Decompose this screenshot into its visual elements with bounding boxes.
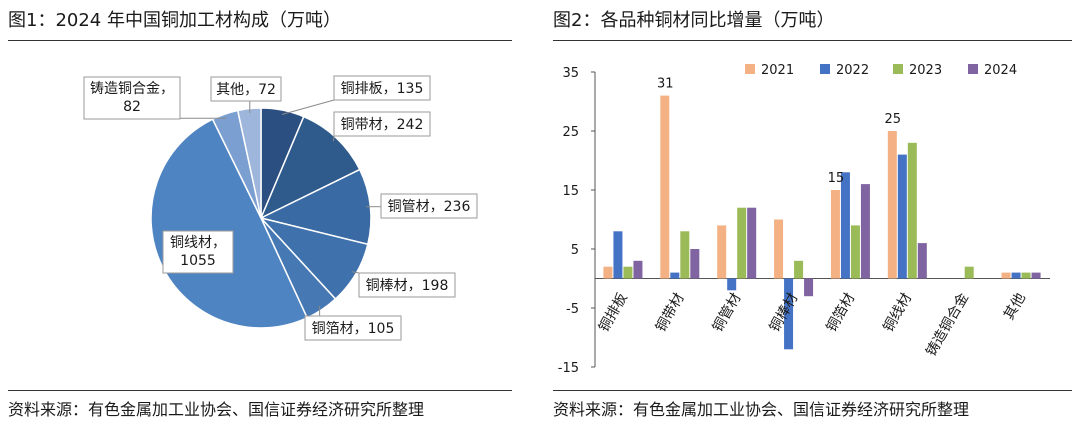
bar-chart-title: 图2：各品种铜材同比增量（万吨） bbox=[553, 10, 835, 31]
bar-铜棒材-2022 bbox=[784, 278, 794, 350]
category-label-4: 铜箔材 bbox=[824, 291, 859, 335]
bottom-divider bbox=[553, 390, 1072, 391]
left-panel: 图1：2024 年中国铜加工材构成（万吨） 铜排板，135 铜带材，242 铜管材，… bbox=[0, 0, 520, 425]
pie-label-2: 铜管材，236 bbox=[388, 199, 471, 215]
pie-label-3: 铜棒材，198 bbox=[366, 278, 449, 294]
bar-铸造铜合金-2023 bbox=[964, 266, 974, 279]
pie-label-5-line-0: 铜线材， bbox=[170, 235, 226, 251]
bar-铜排板-2023 bbox=[623, 266, 633, 279]
callout-box-7 bbox=[210, 76, 282, 102]
pie-label-6-line-1: 82 bbox=[123, 99, 141, 115]
bar-铜管材-2022 bbox=[727, 278, 737, 291]
bar-铜线材-2022 bbox=[897, 154, 907, 279]
bar-铜管材-2021 bbox=[717, 225, 727, 279]
bar-铜线材-2021 bbox=[887, 131, 897, 279]
bar-铜箔材-2024 bbox=[860, 184, 870, 279]
legend-swatch-2024 bbox=[968, 64, 978, 74]
bar-铜排板-2024 bbox=[633, 260, 643, 279]
callout-box-3 bbox=[358, 272, 456, 298]
y-tick-label-5: -15 bbox=[558, 361, 579, 376]
callout-box-4 bbox=[304, 315, 402, 341]
legend-label-2024: 2024 bbox=[984, 63, 1017, 78]
callout-box-1 bbox=[333, 111, 431, 137]
pie-label-6-line-0: 铸造铜合金， bbox=[90, 81, 174, 97]
bar-铜带材-2021 bbox=[660, 95, 670, 279]
callout-box-0 bbox=[333, 75, 431, 101]
source-note: 资料来源：有色金属加工业协会、国信证券经济研究所整理 bbox=[553, 400, 970, 419]
callout-box-2 bbox=[380, 193, 478, 219]
bar-铜带材-2022 bbox=[670, 272, 680, 279]
bar-其他-2024 bbox=[1031, 272, 1041, 279]
bar-铜管材-2024 bbox=[747, 207, 757, 279]
bar-铜棒材-2021 bbox=[774, 219, 784, 279]
pie-label-4: 铜箔材，105 bbox=[312, 321, 395, 337]
bar-铜排板-2021 bbox=[603, 266, 613, 279]
top-divider bbox=[8, 40, 512, 41]
y-tick-label-3: 5 bbox=[571, 243, 579, 258]
pie-label-0: 铜排板，135 bbox=[341, 81, 424, 97]
bar-铜线材-2023 bbox=[907, 142, 917, 279]
pie-slice-5 bbox=[150, 118, 309, 329]
category-label-3: 铜棒材 bbox=[767, 291, 802, 335]
y-tick-label-4: -5 bbox=[566, 302, 579, 317]
bar-铜棒材-2024 bbox=[804, 278, 814, 297]
callout-box-6 bbox=[83, 76, 181, 120]
bar-铜管材-2023 bbox=[737, 207, 747, 279]
bar-其他-2021 bbox=[1001, 272, 1011, 279]
y-tick-label-1: 25 bbox=[562, 125, 579, 140]
bottom-divider bbox=[8, 390, 512, 391]
pie-label-5-line-1: 1055 bbox=[180, 253, 216, 269]
bar-铜排板-2022 bbox=[613, 231, 623, 279]
data-label-1: 15 bbox=[828, 171, 845, 186]
legend-swatch-2021 bbox=[745, 64, 755, 74]
bar-其他-2022 bbox=[1011, 272, 1021, 279]
category-label-0: 铜排板 bbox=[596, 291, 631, 335]
callout-leader-3 bbox=[351, 271, 360, 274]
right-panel: 图2：各品种铜材同比增量（万吨） 35 25 15 5 -5 -15 31 15 25 铜排板 铜带… bbox=[545, 0, 1080, 425]
pie-label-7: 其他，72 bbox=[216, 82, 276, 98]
category-label-6: 铸造铜合金 bbox=[923, 291, 972, 360]
data-label-2: 25 bbox=[885, 112, 902, 127]
legend-swatch-2022 bbox=[820, 64, 830, 74]
bar-铜带材-2023 bbox=[680, 231, 690, 279]
y-tick-label-2: 15 bbox=[562, 184, 579, 199]
category-label-7: 其他 bbox=[1001, 291, 1029, 323]
pie-chart: 铜排板，135 铜带材，242 铜管材，236 铜棒材，198 铜箔材，105 铜线材， 1… bbox=[83, 75, 478, 341]
bar-铜箔材-2023 bbox=[850, 225, 860, 279]
category-label-2: 铜管材 bbox=[710, 291, 745, 335]
bar-chart: 35 25 15 5 -5 -15 31 15 25 铜排板 铜带材 铜管材 铜棒材 铜箔材 铜线材 铸造铜合… bbox=[558, 63, 1050, 376]
legend-label-2022: 2022 bbox=[836, 63, 869, 78]
bar-铜棒材-2023 bbox=[794, 260, 804, 279]
bar-铜箔材-2022 bbox=[840, 172, 850, 279]
pie-slice-1 bbox=[259, 115, 361, 220]
callout-leader-0 bbox=[281, 99, 335, 115]
bar-其他-2023 bbox=[1021, 272, 1031, 279]
legend-swatch-2023 bbox=[893, 64, 903, 74]
top-divider bbox=[553, 40, 1072, 41]
bar-铜带材-2024 bbox=[690, 249, 700, 279]
legend-label-2023: 2023 bbox=[909, 63, 942, 78]
pie-label-1: 铜带材，242 bbox=[341, 117, 424, 133]
bar-铜线材-2024 bbox=[917, 243, 927, 279]
data-label-0: 31 bbox=[657, 77, 674, 92]
legend-label-2021: 2021 bbox=[761, 63, 794, 78]
category-label-1: 铜带材 bbox=[653, 291, 688, 335]
source-note: 资料来源：有色金属加工业协会、国信证券经济研究所整理 bbox=[8, 400, 425, 419]
category-label-5: 铜线材 bbox=[880, 291, 915, 335]
pie-chart-title: 图1：2024 年中国铜加工材构成（万吨） bbox=[8, 10, 341, 31]
y-tick-label-0: 35 bbox=[562, 66, 579, 81]
callout-box-5 bbox=[162, 230, 234, 274]
bar-铜箔材-2021 bbox=[830, 190, 840, 279]
